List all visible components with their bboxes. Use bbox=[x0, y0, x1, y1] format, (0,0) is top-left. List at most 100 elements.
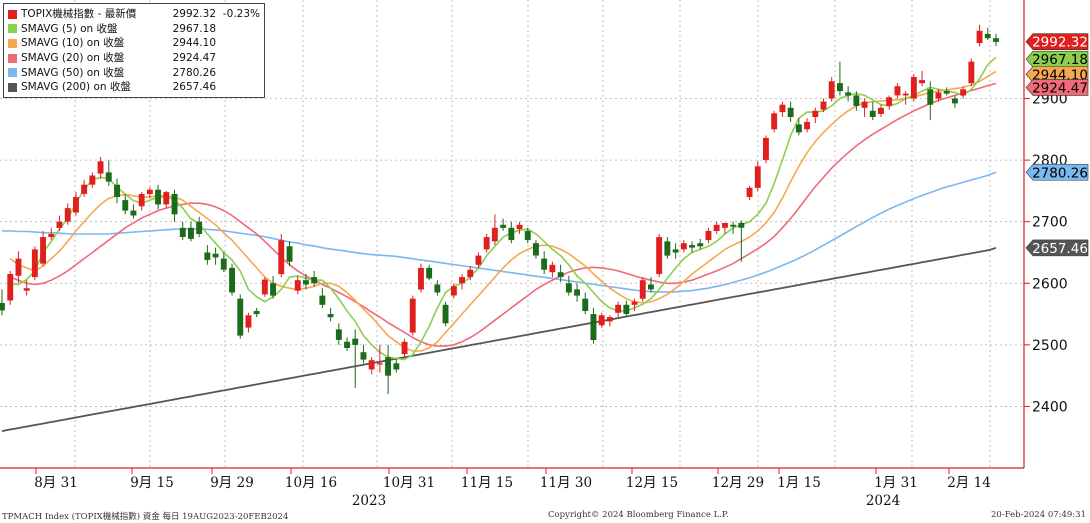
candle-body bbox=[500, 224, 507, 228]
candle-body bbox=[984, 33, 991, 39]
candle-body bbox=[237, 298, 244, 336]
candle-body bbox=[253, 311, 260, 315]
candle-body bbox=[352, 338, 359, 345]
candle-body bbox=[146, 189, 153, 194]
candle-body bbox=[902, 93, 909, 96]
candle-body bbox=[40, 237, 46, 264]
candle-body bbox=[245, 315, 252, 328]
candle-body bbox=[97, 161, 104, 174]
candle-body bbox=[886, 97, 893, 106]
candle-body bbox=[845, 92, 852, 96]
candle-body bbox=[48, 234, 55, 238]
axis-value-tag-label: 2780.26 bbox=[1032, 165, 1088, 181]
legend-item-smavg50: SMAVG (50) on 收盤 2780.26 bbox=[8, 65, 260, 80]
candle-body bbox=[664, 241, 671, 256]
candle-body bbox=[212, 253, 219, 258]
candle-body bbox=[746, 187, 753, 197]
candle-body bbox=[648, 284, 654, 290]
legend-swatch bbox=[8, 82, 17, 92]
candle-body bbox=[81, 184, 88, 194]
candle-body bbox=[368, 360, 375, 370]
legend-change: -0.23% bbox=[222, 8, 260, 21]
x-tick-label: 10月 31 bbox=[383, 475, 435, 491]
axis-value-tag-shape bbox=[1025, 239, 1089, 257]
candle-body bbox=[853, 95, 860, 106]
x-tick-label: 12月 15 bbox=[626, 475, 678, 491]
legend-label: SMAVG (5) on 收盤 bbox=[21, 22, 118, 35]
candle-body bbox=[261, 279, 268, 295]
candle-body bbox=[623, 304, 630, 314]
candle-body bbox=[122, 200, 129, 211]
legend-value: 2780.26 bbox=[172, 66, 216, 79]
axis-value-tag-label: 2992.32 bbox=[1032, 35, 1088, 51]
legend-item-price: TOPIX機械指數 - 最新價 2992.32 -0.23% bbox=[8, 7, 260, 22]
candle-body bbox=[722, 222, 728, 228]
candle-body bbox=[130, 210, 137, 216]
candle-body bbox=[311, 277, 318, 284]
candle-body bbox=[680, 243, 687, 250]
candle-body bbox=[155, 189, 161, 205]
legend-swatch bbox=[8, 68, 17, 78]
x-tick-label: 2月 14 bbox=[947, 475, 991, 491]
axis-value-tag-shape bbox=[1025, 33, 1089, 50]
candle-body bbox=[294, 280, 301, 291]
candle-body bbox=[459, 277, 465, 284]
candle-body bbox=[672, 249, 679, 253]
candle-body bbox=[878, 107, 884, 114]
candle-body bbox=[335, 329, 342, 340]
axis-value-tag-shape bbox=[1025, 79, 1089, 96]
candle-body bbox=[631, 301, 638, 305]
candle-body bbox=[812, 110, 819, 117]
legend-item-smavg10: SMAVG (10) on 收盤 2944.10 bbox=[8, 36, 260, 51]
candle-body bbox=[204, 252, 211, 260]
candle-body bbox=[196, 221, 203, 234]
candle-body bbox=[738, 222, 745, 228]
candle-body bbox=[935, 92, 942, 99]
candle-body bbox=[450, 286, 457, 296]
candle-body bbox=[639, 280, 646, 299]
axis-value-tag-shape bbox=[1025, 50, 1089, 68]
x-tick-label: 9月 29 bbox=[210, 475, 254, 491]
candle-body bbox=[976, 30, 983, 44]
candle-body bbox=[114, 184, 120, 197]
candle-body bbox=[56, 221, 63, 228]
candle-body bbox=[952, 98, 958, 104]
x-tick-label: 1月 15 bbox=[777, 475, 821, 491]
legend-item-smavg5: SMAVG (5) on 收盤 2967.18 bbox=[8, 22, 260, 37]
candle-body bbox=[910, 77, 917, 99]
legend-label: SMAVG (10) on 收盤 bbox=[21, 37, 125, 50]
axis-value-tag: 2924.47 bbox=[1025, 79, 1089, 96]
axis-value-tag: 2992.32 bbox=[1025, 33, 1089, 51]
legend-label: TOPIX機械指數 - 最新價 bbox=[21, 8, 137, 21]
y-tick-label: 2600 bbox=[1032, 276, 1068, 292]
candle-body bbox=[574, 289, 580, 296]
year-label: 2023 bbox=[352, 493, 386, 509]
candle-body bbox=[229, 267, 235, 293]
candle-body bbox=[171, 194, 178, 215]
candle-body bbox=[861, 101, 868, 108]
candle-body bbox=[837, 83, 843, 92]
candle-body bbox=[549, 264, 556, 273]
candle-body bbox=[491, 227, 498, 242]
candle-body bbox=[401, 341, 408, 355]
axis-value-tag-label: 2657.46 bbox=[1032, 241, 1088, 257]
footer-timestamp: 20-Feb-2024 07:49:31 bbox=[991, 510, 1086, 520]
candle-body bbox=[105, 172, 112, 182]
candle-body bbox=[919, 80, 925, 84]
x-tick-label: 1月 31 bbox=[874, 475, 918, 491]
candle-body bbox=[533, 243, 539, 256]
legend-swatch bbox=[8, 9, 17, 19]
candle-body bbox=[409, 298, 416, 333]
candle-body bbox=[188, 227, 194, 239]
candle-body bbox=[615, 304, 622, 313]
candle-body bbox=[23, 288, 30, 291]
candle-body bbox=[73, 197, 79, 213]
candle-body bbox=[393, 363, 400, 370]
candle-body bbox=[541, 258, 548, 270]
candle-body bbox=[730, 224, 737, 227]
y-tick-label: 2500 bbox=[1032, 338, 1068, 354]
candle-body bbox=[7, 274, 14, 301]
smavg-50-line bbox=[2, 171, 997, 293]
candle-body bbox=[270, 283, 276, 296]
candle-body bbox=[303, 280, 309, 285]
